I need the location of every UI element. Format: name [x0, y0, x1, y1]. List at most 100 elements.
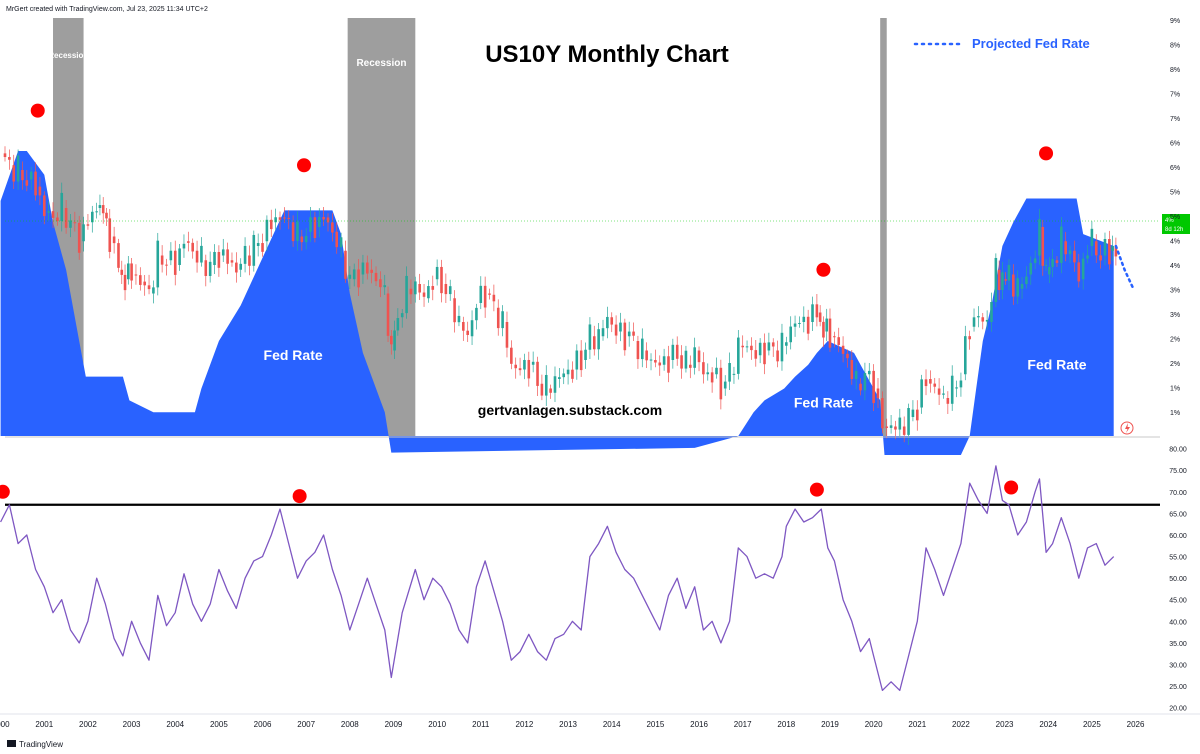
year-tick-label: 2014	[603, 720, 621, 729]
candle-body	[571, 369, 574, 379]
candle-body	[344, 250, 347, 279]
candle-body	[745, 346, 749, 348]
candle-body	[1103, 239, 1107, 256]
candle-body	[645, 350, 648, 361]
candle-body	[997, 269, 1001, 291]
candle-body	[518, 368, 522, 371]
candle-body	[811, 304, 814, 322]
candle-body	[536, 361, 539, 386]
candle-body	[444, 284, 448, 295]
candle-body	[658, 362, 662, 366]
rsi-peak-marker	[1004, 480, 1019, 495]
candle-body	[101, 205, 105, 214]
price-tick-label: 2%	[1170, 361, 1180, 368]
year-tick-label: 2006	[254, 720, 272, 729]
candle-body	[1048, 266, 1051, 275]
candle-body	[117, 243, 120, 268]
candle-body	[77, 222, 81, 253]
candle-body	[785, 342, 788, 346]
watermark-text: gertvanlagen.substack.com	[478, 402, 662, 418]
candle-body	[767, 342, 771, 351]
year-tick-label: 2019	[821, 720, 839, 729]
candle-body	[160, 255, 164, 265]
candle-body	[1044, 264, 1048, 266]
year-tick-label: 2022	[952, 720, 970, 729]
price-tick-label: 3%	[1170, 288, 1180, 295]
candle-body	[972, 317, 976, 327]
candle-body	[876, 388, 880, 399]
candle-body	[693, 347, 696, 368]
candle-body	[523, 359, 526, 370]
recession-band	[880, 18, 887, 436]
candle-body	[894, 426, 897, 430]
price-tick-label: 8%	[1170, 67, 1180, 74]
price-tick-label: 7%	[1170, 92, 1180, 99]
candle-body	[623, 322, 627, 351]
candle-body	[300, 236, 304, 243]
year-tick-label: 2017	[734, 720, 752, 729]
candle-body	[496, 307, 500, 329]
candle-body	[178, 248, 181, 265]
candle-body	[331, 222, 334, 233]
candle-body	[239, 263, 243, 270]
candle-body	[689, 364, 692, 368]
candle-body	[221, 249, 225, 256]
year-tick-label: 2024	[1039, 720, 1057, 729]
candle-body	[822, 321, 825, 338]
candle-body	[889, 425, 893, 428]
candle-body	[684, 350, 688, 369]
fed-rate-label: Fed Rate	[264, 347, 323, 363]
candle-body	[540, 383, 544, 396]
candle-body	[850, 360, 854, 379]
candle-body	[911, 409, 915, 417]
candle-body	[1041, 227, 1045, 266]
candle-body	[981, 317, 985, 322]
projected-fed-rate-line	[1114, 244, 1135, 291]
fed-rate-area	[0, 151, 1114, 455]
candle-body	[964, 336, 967, 375]
price-tick-label: 3%	[1170, 312, 1180, 319]
rsi-axis: 80.00 75.00 70.00 65.00 60.00 55.00 50.00 45.00…	[1169, 447, 1187, 713]
candle-body	[400, 313, 404, 318]
year-tick-label: 2010	[428, 720, 446, 729]
candle-body	[802, 316, 806, 322]
candle-body	[156, 240, 160, 288]
price-tick-label: 6%	[1170, 141, 1180, 148]
year-tick-label: 2025	[1083, 720, 1101, 729]
candle-body	[169, 250, 173, 261]
candle-body	[920, 379, 923, 408]
fed-rate-label: Fed Rate	[794, 395, 853, 411]
rsi-pane	[0, 465, 1160, 692]
candle-body	[386, 293, 390, 336]
candle-body	[872, 370, 875, 404]
candle-body	[837, 337, 841, 345]
candle-body	[929, 379, 932, 384]
candle-body	[531, 361, 535, 365]
candle-body	[335, 231, 339, 248]
candle-body	[278, 217, 282, 220]
price-label-value: 4%	[1165, 218, 1174, 224]
rsi-peak-markers	[0, 480, 1019, 504]
rsi-tick-label: 75.00	[1169, 468, 1187, 475]
price-tick-label: 7%	[1170, 116, 1180, 123]
candle-body	[597, 329, 600, 350]
peak-marker	[297, 158, 312, 173]
candle-body	[479, 285, 483, 303]
candle-body	[697, 350, 701, 363]
price-tick-label: 5%	[1170, 190, 1180, 197]
candle-body	[187, 241, 190, 243]
candle-body	[64, 208, 68, 228]
price-tick-label: 1%	[1170, 386, 1180, 393]
candle-body	[619, 322, 622, 332]
candle-body	[815, 304, 819, 318]
year-tick-label: 2004	[166, 720, 184, 729]
candle-body	[427, 286, 430, 299]
year-tick-label: 2026	[1127, 720, 1145, 729]
candle-body	[86, 224, 90, 226]
candle-body	[671, 344, 675, 360]
candle-body	[1064, 241, 1067, 255]
candle-body	[562, 373, 566, 378]
current-price-label: 4% 8d 12h	[1162, 214, 1190, 234]
candle-body	[287, 217, 291, 219]
